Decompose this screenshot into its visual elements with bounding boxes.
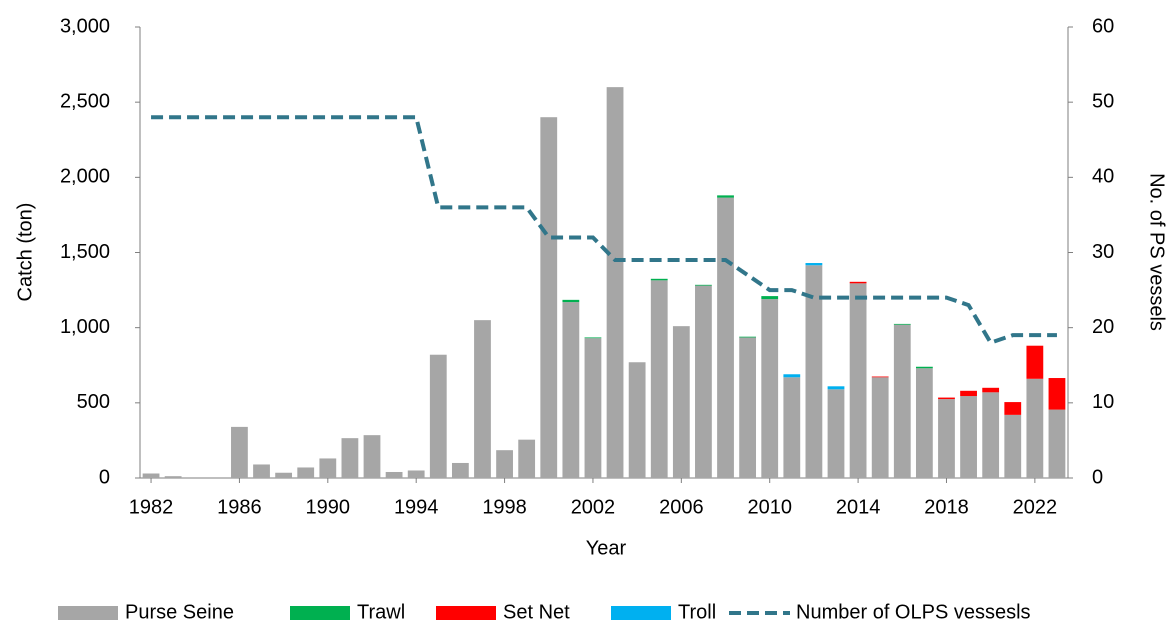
bar — [319, 458, 337, 478]
bar — [1048, 409, 1066, 478]
bar — [849, 281, 867, 284]
bar — [871, 377, 889, 478]
x-tick-label: 1990 — [306, 496, 351, 518]
x-tick-label: 1998 — [482, 496, 527, 518]
bar — [407, 470, 425, 478]
bar — [496, 450, 513, 478]
bar — [540, 117, 558, 478]
y2-tick-label: 40 — [1092, 166, 1114, 188]
x-tick-label: 2010 — [747, 496, 792, 518]
bar — [739, 336, 757, 338]
bar — [385, 471, 403, 478]
bar — [628, 362, 646, 478]
bar — [650, 280, 668, 478]
legend-label: Purse Seine — [125, 601, 234, 623]
bar — [893, 323, 911, 325]
x-tick-label: 2006 — [659, 496, 704, 518]
bar — [761, 296, 779, 300]
y-tick-label: 2,500 — [60, 90, 110, 112]
bar — [164, 476, 182, 478]
bar — [275, 472, 293, 478]
bar — [849, 283, 867, 478]
bar — [142, 473, 160, 478]
bar — [960, 390, 977, 397]
bar — [451, 462, 469, 478]
bar — [982, 392, 1000, 478]
y-axis-label: Catch (ton) — [14, 203, 36, 302]
bar — [695, 284, 712, 286]
legend-swatch — [611, 606, 671, 620]
y-tick-label: 2,000 — [60, 166, 110, 188]
bar — [783, 377, 801, 478]
y2-tick-label: 60 — [1092, 15, 1114, 37]
bar — [805, 265, 823, 478]
bar — [982, 387, 1000, 393]
bar — [518, 439, 536, 478]
bar — [717, 195, 734, 198]
bar — [893, 324, 911, 478]
bar — [429, 354, 447, 478]
bar — [783, 374, 801, 378]
y-tick-label: 1,000 — [60, 316, 110, 338]
bar — [761, 299, 779, 478]
x-tick-label: 2014 — [836, 496, 881, 518]
bar — [562, 302, 580, 478]
line — [151, 115, 1057, 346]
bar — [606, 87, 624, 478]
y2-tick-label: 0 — [1092, 466, 1103, 488]
bar — [1004, 402, 1022, 415]
bar — [363, 435, 381, 478]
y2-tick-label: 10 — [1092, 391, 1114, 413]
bar — [253, 464, 270, 478]
bar — [672, 326, 690, 478]
bar — [827, 386, 845, 390]
bar — [717, 197, 734, 478]
bar — [341, 438, 359, 478]
bar — [871, 376, 889, 378]
legend-label: Set Net — [503, 601, 570, 623]
bar — [805, 263, 823, 266]
y-tick-label: 1,500 — [60, 241, 110, 263]
y-tick-label: 3,000 — [60, 15, 110, 37]
legend-label: Trawl — [357, 601, 405, 623]
y2-axis-label: No. of PS vessels — [1146, 173, 1168, 331]
legend-label: Number of OLPS vessesls — [796, 601, 1031, 623]
x-tick-label: 1994 — [394, 496, 439, 518]
bar — [695, 285, 712, 478]
x-axis-label: Year — [586, 537, 627, 559]
x-tick-label: 1982 — [129, 496, 174, 518]
bar — [474, 320, 491, 478]
x-tick-label: 1986 — [217, 496, 262, 518]
bar — [960, 396, 977, 478]
y-tick-label: 0 — [99, 466, 110, 488]
legend-swatch — [290, 606, 350, 620]
y2-tick-label: 30 — [1092, 241, 1114, 263]
bar — [938, 399, 955, 478]
bar — [584, 338, 602, 478]
bar — [1026, 345, 1044, 379]
bar — [915, 366, 933, 369]
legend-swatch — [436, 606, 496, 620]
x-tick-label: 2002 — [571, 496, 616, 518]
x-tick-label: 2018 — [924, 496, 969, 518]
legend-label: Troll — [678, 601, 716, 623]
legend-swatch — [58, 606, 118, 620]
bar — [827, 389, 845, 478]
y-tick-label: 500 — [77, 391, 110, 413]
bar — [231, 426, 248, 478]
x-tick-label: 2022 — [1013, 496, 1058, 518]
bar — [739, 337, 757, 478]
y2-tick-label: 20 — [1092, 316, 1114, 338]
bar — [562, 299, 580, 303]
bar — [938, 397, 955, 400]
bar — [650, 278, 668, 281]
bar — [915, 368, 933, 478]
y2-tick-label: 50 — [1092, 90, 1114, 112]
bar — [584, 337, 602, 339]
bar — [1048, 378, 1066, 410]
bar — [1026, 378, 1044, 478]
bar — [297, 467, 315, 478]
bar — [1004, 414, 1022, 478]
